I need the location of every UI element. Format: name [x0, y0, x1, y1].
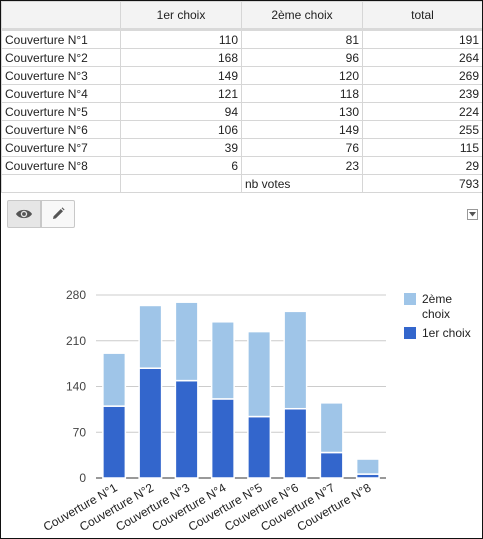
- bar-1er-choix[interactable]: [138, 367, 163, 479]
- table-row: Couverture N°7 39 76 115: [1, 138, 482, 157]
- table-row: Couverture N°2 168 96 264: [1, 48, 482, 67]
- cell-2eme-choix[interactable]: 130: [241, 102, 363, 121]
- table-row: Couverture N°3 149 120 269: [1, 66, 482, 85]
- legend-label[interactable]: 2ème: [422, 292, 452, 306]
- bar-2eme-choix[interactable]: [355, 458, 380, 475]
- cell-2eme-choix[interactable]: 76: [241, 138, 363, 157]
- cell-1er-choix[interactable]: 6: [120, 156, 242, 175]
- table-row: Couverture N°6 106 149 255: [1, 120, 482, 139]
- bar-2eme-choix[interactable]: [283, 310, 308, 410]
- cell-2eme-choix[interactable]: 118: [241, 84, 363, 103]
- cell-name[interactable]: Couverture N°3: [1, 66, 121, 85]
- chart-toolbar: [1, 197, 482, 233]
- cell-1er-choix[interactable]: 149: [120, 66, 242, 85]
- cell-1er-choix[interactable]: 39: [120, 138, 242, 157]
- cell-1er-choix[interactable]: 121: [120, 84, 242, 103]
- table-row: Couverture N°4 121 118 239: [1, 84, 482, 103]
- header-cell-name[interactable]: [1, 1, 121, 31]
- legend-label[interactable]: 1er choix: [422, 326, 471, 340]
- cell-total[interactable]: 115: [362, 138, 482, 157]
- view-button[interactable]: [7, 200, 41, 228]
- bar-1er-choix[interactable]: [319, 451, 344, 479]
- cell-1er-choix[interactable]: 168: [120, 48, 242, 67]
- cell-name[interactable]: Couverture N°6: [1, 120, 121, 139]
- bar-1er-choix[interactable]: [102, 405, 127, 479]
- cell-2eme-choix[interactable]: 96: [241, 48, 363, 67]
- data-table: 1er choix 2ème choix total Couverture N°…: [1, 1, 482, 193]
- y-tick-label: 0: [79, 471, 86, 485]
- cell-total[interactable]: 239: [362, 84, 482, 103]
- bar-2eme-choix[interactable]: [174, 301, 199, 382]
- nb-votes-total[interactable]: 793: [362, 174, 482, 193]
- cell-empty[interactable]: [120, 174, 242, 193]
- cell-total[interactable]: 191: [362, 29, 482, 49]
- table-row: Couverture N°1 110 81 191: [1, 29, 482, 49]
- cell-name[interactable]: Couverture N°2: [1, 48, 121, 67]
- cell-total[interactable]: 264: [362, 48, 482, 67]
- cell-name[interactable]: Couverture N°8: [1, 156, 121, 175]
- legend-swatch-1er-choix[interactable]: [404, 327, 416, 339]
- header-cell-total[interactable]: total: [362, 1, 482, 31]
- table-row: Couverture N°8 6 23 29: [1, 156, 482, 175]
- cell-2eme-choix[interactable]: 23: [241, 156, 363, 175]
- pencil-icon: [53, 207, 65, 219]
- cell-name[interactable]: Couverture N°7: [1, 138, 121, 157]
- chart-menu-dropdown[interactable]: [467, 209, 478, 220]
- eye-icon: [16, 209, 32, 219]
- cell-2eme-choix[interactable]: 120: [241, 66, 363, 85]
- y-tick-label: 140: [66, 380, 86, 394]
- cell-total[interactable]: 29: [362, 156, 482, 175]
- bar-1er-choix[interactable]: [174, 379, 199, 479]
- legend-label[interactable]: choix: [422, 307, 450, 321]
- table-summary-row: nb votes 793: [1, 174, 482, 193]
- nb-votes-label[interactable]: nb votes: [241, 174, 363, 193]
- cell-name[interactable]: Couverture N°1: [1, 29, 121, 49]
- bar-2eme-choix[interactable]: [319, 402, 344, 454]
- table-row: Couverture N°5 94 130 224: [1, 102, 482, 121]
- header-cell-1er-choix[interactable]: 1er choix: [120, 1, 242, 31]
- table-header-row: 1er choix 2ème choix total: [1, 1, 482, 31]
- chart-container: 0 70 140 210 280 Couverture N°1 Couverture N°2…: [1, 233, 482, 538]
- bar-2eme-choix[interactable]: [247, 330, 272, 418]
- cell-1er-choix[interactable]: 94: [120, 102, 242, 121]
- bar-1er-choix[interactable]: [247, 415, 272, 479]
- dropdown-arrow-icon: [469, 212, 476, 217]
- cell-total[interactable]: 224: [362, 102, 482, 121]
- cell-total[interactable]: 255: [362, 120, 482, 139]
- cell-total[interactable]: 269: [362, 66, 482, 85]
- cell-name[interactable]: Couverture N°5: [1, 102, 121, 121]
- header-cell-2eme-choix[interactable]: 2ème choix: [241, 1, 363, 31]
- legend-swatch-2eme-choix[interactable]: [404, 293, 416, 305]
- cell-2eme-choix[interactable]: 81: [241, 29, 363, 49]
- cell-name[interactable]: Couverture N°4: [1, 84, 121, 103]
- bar-1er-choix[interactable]: [210, 398, 235, 479]
- cell-1er-choix[interactable]: 110: [120, 29, 242, 49]
- cell-empty[interactable]: [1, 174, 121, 193]
- bar-2eme-choix[interactable]: [138, 304, 163, 369]
- bar-2eme-choix[interactable]: [210, 321, 235, 400]
- y-tick-label: 210: [66, 334, 86, 348]
- y-tick-label: 280: [66, 288, 86, 302]
- y-tick-label: 70: [73, 425, 87, 439]
- cell-2eme-choix[interactable]: 149: [241, 120, 363, 139]
- bar-1er-choix[interactable]: [283, 407, 308, 479]
- edit-button[interactable]: [41, 200, 75, 228]
- cell-1er-choix[interactable]: 106: [120, 120, 242, 139]
- bar-2eme-choix[interactable]: [102, 352, 127, 407]
